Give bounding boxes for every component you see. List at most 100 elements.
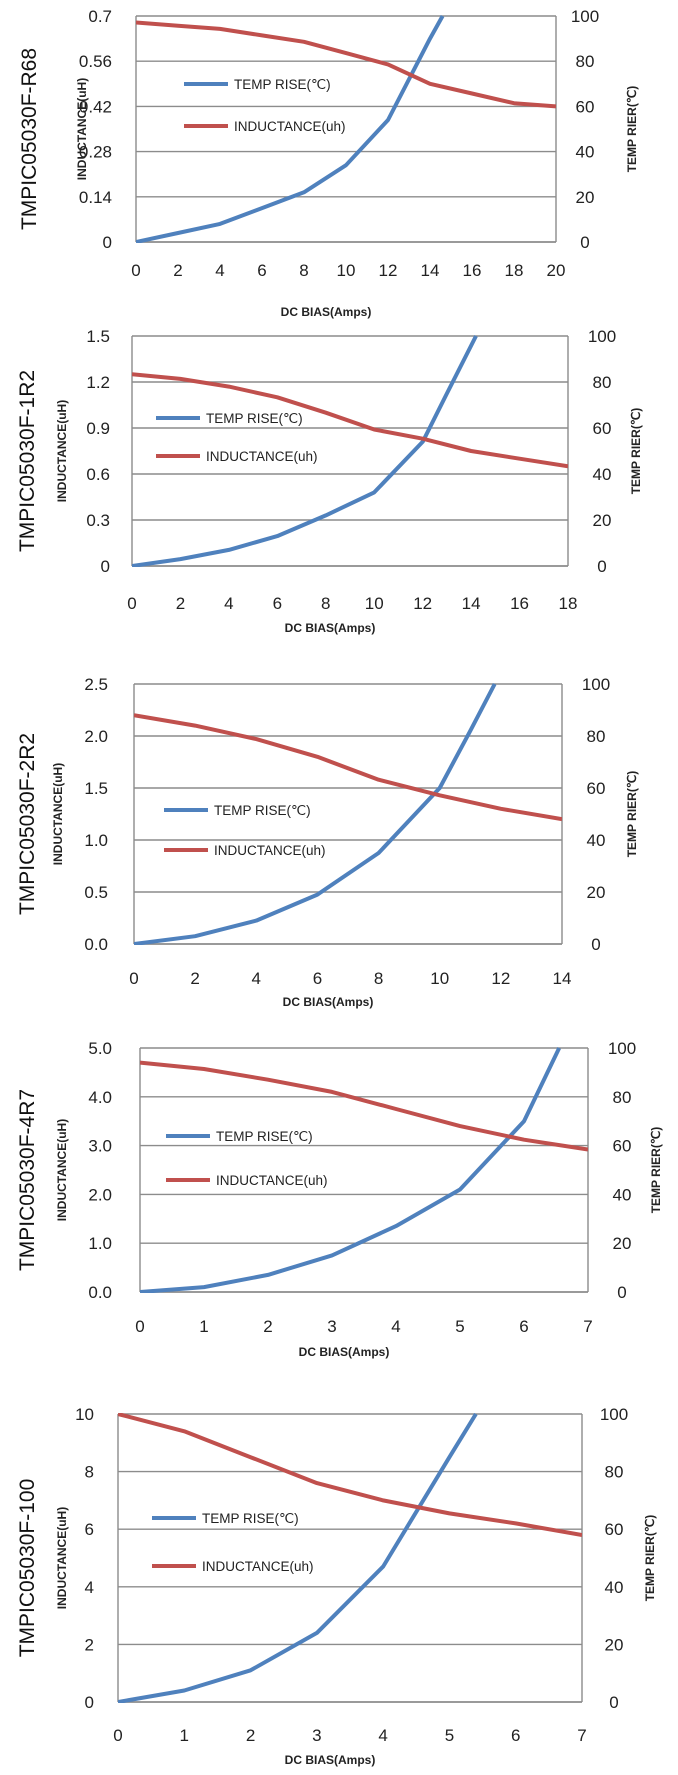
x-tick-label: 1 <box>199 1317 208 1336</box>
legend-label: INDUCTANCE(uh) <box>206 449 318 464</box>
x-tick-label: 18 <box>505 261 524 280</box>
chart-panel-1r2: 0 0.3 0.6 0.9 1.2 1.5 0 20 40 60 80 100 0 2 4 6 8 10 12 14 1… <box>0 312 678 652</box>
y2-tick-label: 0 <box>591 935 600 954</box>
y2-tick-label: 60 <box>587 779 606 798</box>
model-number-title: TMPIC05030F-1R2 <box>16 370 39 552</box>
legend-label: TEMP RISE(℃) <box>214 803 311 818</box>
y2-tick-label: 20 <box>587 883 606 902</box>
y2-tick-label: 40 <box>593 465 612 484</box>
chart-svg: 0 0.14 0.28 0.42 0.56 0.7 0 20 40 60 80 100 0 2 4 6 8 10 1… <box>18 7 639 319</box>
y2-tick-label: 20 <box>576 188 595 207</box>
chart-svg: 0 0.3 0.6 0.9 1.2 1.5 0 20 40 60 80 100 0 2 4 6 8 10 12 14 1… <box>16 327 643 635</box>
x-tick-label: 3 <box>327 1317 336 1336</box>
x-axis-label: DC BIAS(Amps) <box>285 1753 376 1767</box>
y2-axis-label: TEMP RIER(℃) <box>643 1515 657 1602</box>
legend-label: INDUCTANCE(uh) <box>216 1173 328 1188</box>
y-tick-label: 1.2 <box>86 373 110 392</box>
y2-tick-label: 80 <box>605 1463 624 1482</box>
temp-rise-series-line <box>118 1413 478 1703</box>
x-tick-label: 0 <box>113 1726 122 1745</box>
x-tick-label: 12 <box>491 969 510 988</box>
y-tick-label: 8 <box>85 1463 94 1482</box>
y2-tick-label: 40 <box>605 1578 624 1597</box>
legend-label: INDUCTANCE(uh) <box>234 119 346 134</box>
x-tick-label: 1 <box>180 1726 189 1745</box>
x-tick-label: 10 <box>430 969 449 988</box>
x-axis-label: DC BIAS(Amps) <box>281 305 372 319</box>
legend-label: TEMP RISE(℃) <box>216 1129 313 1144</box>
y2-tick-label: 100 <box>608 1039 636 1058</box>
y-axis-label: INDUCTANCE(uH) <box>55 1507 69 1609</box>
y-tick-label: 1.0 <box>84 831 108 850</box>
x-tick-label: 2 <box>173 261 182 280</box>
y-tick-label: 0.42 <box>79 97 112 116</box>
x-axis-label: DC BIAS(Amps) <box>299 1345 390 1359</box>
legend-label: TEMP RISE(℃) <box>234 77 331 92</box>
y-tick-label: 0.6 <box>86 465 110 484</box>
x-tick-label: 2 <box>190 969 199 988</box>
y-tick-label: 0 <box>85 1693 94 1712</box>
y-tick-label: 0.28 <box>79 143 112 162</box>
y2-tick-label: 100 <box>588 327 616 346</box>
x-tick-label: 0 <box>135 1317 144 1336</box>
x-axis-label: DC BIAS(Amps) <box>283 995 374 1009</box>
chart-panel-r68: 0 0.14 0.28 0.42 0.56 0.7 0 20 40 60 80 100 0 2 4 6 8 10 1… <box>0 0 678 319</box>
x-tick-label: 10 <box>365 594 384 613</box>
inductance-series-line <box>140 1060 588 1152</box>
y-tick-label: 4 <box>85 1578 94 1597</box>
x-tick-label: 6 <box>257 261 266 280</box>
x-tick-label: 4 <box>378 1726 387 1745</box>
y2-tick-label: 20 <box>605 1635 624 1654</box>
x-tick-label: 12 <box>413 594 432 613</box>
x-tick-label: 5 <box>455 1317 464 1336</box>
y2-axis-label: TEMP RIER(℃) <box>625 86 639 173</box>
y2-tick-label: 100 <box>582 675 610 694</box>
y2-tick-label: 80 <box>613 1088 632 1107</box>
chart-panel-100: 0 2 4 6 8 10 0 20 40 60 80 100 0 1 2 3 4 5 6 7 TEMP RISE(℃) I… <box>0 1390 678 1775</box>
temp-rise-series-line <box>134 683 497 945</box>
x-tick-label: 0 <box>127 594 136 613</box>
x-tick-label: 5 <box>445 1726 454 1745</box>
inductance-series-line <box>118 1413 582 1537</box>
y-tick-label: 3.0 <box>88 1137 112 1156</box>
y-tick-label: 1.0 <box>88 1234 112 1253</box>
y-axis-label: INDUCTANCE(uH) <box>75 78 89 180</box>
inductance-series-line <box>132 372 568 469</box>
y2-tick-label: 0 <box>580 233 589 252</box>
y2-tick-label: 60 <box>593 419 612 438</box>
temp-rise-series-line <box>132 335 478 567</box>
y-tick-label: 2.5 <box>84 675 108 694</box>
x-tick-label: 3 <box>312 1726 321 1745</box>
x-tick-label: 10 <box>337 261 356 280</box>
y-tick-label: 0.7 <box>88 7 112 26</box>
y2-tick-label: 0 <box>609 1693 618 1712</box>
temp-rise-series-line <box>136 15 445 243</box>
y-tick-label: 2.0 <box>88 1185 112 1204</box>
inductance-series-line <box>136 20 556 109</box>
x-tick-label: 0 <box>129 969 138 988</box>
x-tick-label: 6 <box>273 594 282 613</box>
temp-rise-series-line <box>140 1047 562 1293</box>
x-tick-label: 4 <box>391 1317 400 1336</box>
legend-label: INDUCTANCE(uh) <box>214 843 326 858</box>
y2-tick-label: 80 <box>593 373 612 392</box>
y2-tick-label: 20 <box>593 511 612 530</box>
x-tick-label: 8 <box>374 969 383 988</box>
x-tick-label: 7 <box>583 1317 592 1336</box>
x-tick-label: 20 <box>547 261 566 280</box>
chart-svg: 0.0 0.5 1.0 1.5 2.0 2.5 0 20 40 60 80 100 0 2 4 6 8 10 12 1… <box>16 675 639 1009</box>
y-tick-label: 0.0 <box>88 1283 112 1302</box>
y2-tick-label: 0 <box>597 557 606 576</box>
x-tick-label: 2 <box>263 1317 272 1336</box>
x-tick-label: 18 <box>559 594 578 613</box>
legend-label: INDUCTANCE(uh) <box>202 1559 314 1574</box>
x-tick-label: 6 <box>519 1317 528 1336</box>
y-tick-label: 0.3 <box>86 511 110 530</box>
y2-tick-label: 60 <box>576 97 595 116</box>
y-tick-label: 0 <box>101 557 110 576</box>
y-tick-label: 1.5 <box>86 327 110 346</box>
legend-label: TEMP RISE(℃) <box>206 411 303 426</box>
x-tick-label: 14 <box>553 969 572 988</box>
y2-tick-label: 40 <box>587 831 606 850</box>
